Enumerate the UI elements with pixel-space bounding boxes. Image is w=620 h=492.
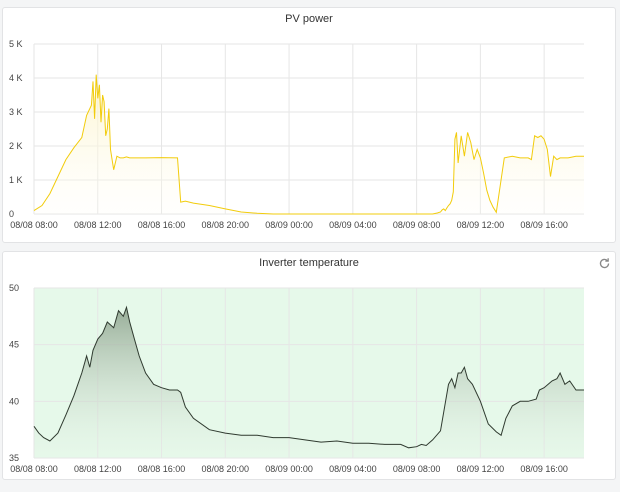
x-tick-label: 08/08 12:00 [74, 464, 122, 474]
y-tick-label: 40 [9, 396, 19, 406]
y-tick-label: 3 K [9, 107, 23, 117]
inverter-temperature-panel: Inverter temperature 35 40 45 50 08/08 08:00… [2, 251, 616, 480]
x-tick-label: 08/08 20:00 [202, 464, 250, 474]
x-tick-label: 08/09 04:00 [329, 464, 377, 474]
series-area [34, 74, 584, 214]
refresh-icon[interactable] [598, 257, 611, 270]
series-line [33, 74, 584, 215]
y-tick-label: 1 K [9, 175, 23, 185]
x-tick-label: 08/09 04:00 [329, 220, 377, 230]
x-tick-label: 08/08 12:00 [74, 220, 122, 230]
x-tick-label: 08/09 16:00 [520, 220, 568, 230]
x-tick-label: 08/09 12:00 [457, 220, 505, 230]
x-tick-label: 08/08 20:00 [202, 220, 250, 230]
inverter-temperature-chart[interactable]: 35 40 45 50 08/08 08:00 08/08 12:00 08/08 16:0… [3, 252, 615, 479]
series-line [33, 305, 584, 449]
inverter-temperature-title: Inverter temperature [259, 257, 359, 269]
x-tick-label: 08/08 08:00 [10, 220, 58, 230]
pv-power-chart[interactable]: 0 1 K 2 K 3 K 4 K 5 K 08/08 08:00 08/08 12:00 08… [3, 8, 615, 242]
x-tick-label: 08/09 08:00 [393, 220, 441, 230]
x-tick-label: 08/09 16:00 [520, 464, 568, 474]
x-tick-label: 08/09 08:00 [393, 464, 441, 474]
x-tick-label: 08/09 00:00 [265, 464, 313, 474]
y-tick-label: 4 K [9, 73, 23, 83]
y-tick-label: 50 [9, 283, 19, 293]
x-tick-label: 08/08 08:00 [10, 464, 58, 474]
y-tick-label: 2 K [9, 141, 23, 151]
x-tick-label: 08/08 16:00 [138, 464, 186, 474]
y-tick-label: 5 K [9, 39, 23, 49]
x-tick-label: 08/09 00:00 [265, 220, 313, 230]
x-tick-label: 08/09 12:00 [457, 464, 505, 474]
y-tick-label: 45 [9, 340, 19, 350]
x-tick-label: 08/08 16:00 [138, 220, 186, 230]
series-area [34, 307, 584, 458]
y-tick-label: 35 [9, 453, 19, 463]
pv-power-panel: PV power 0 1 K 2 K 3 K 4 K 5 K 08/08 08:00 08/0… [2, 7, 616, 243]
y-tick-label: 0 [9, 209, 14, 219]
pv-power-title: PV power [285, 13, 333, 25]
